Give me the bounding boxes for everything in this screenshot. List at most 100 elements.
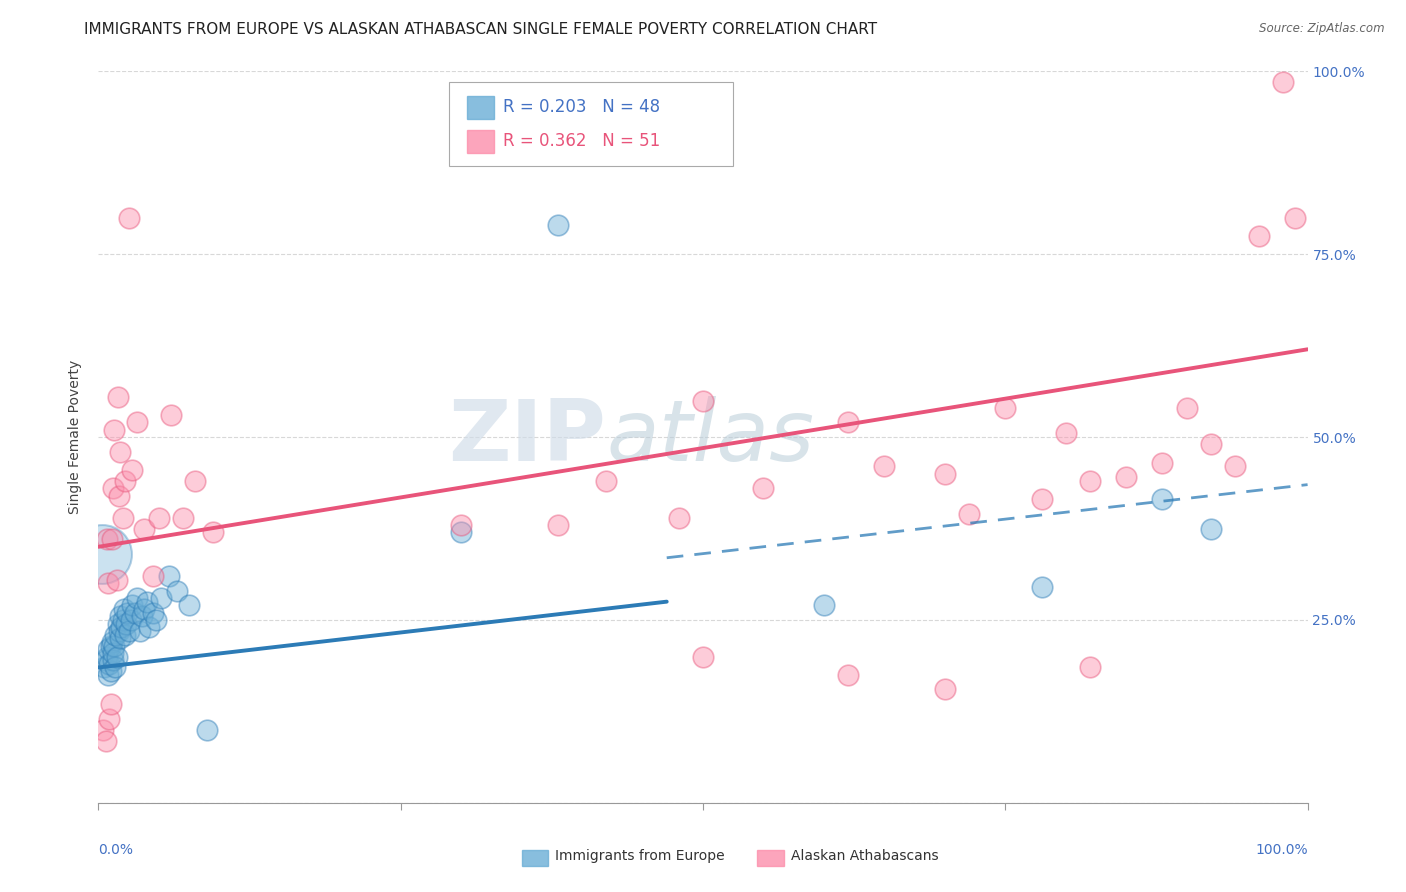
Point — [145, 613, 167, 627]
Point — [1152, 492, 1174, 507]
Point — [692, 649, 714, 664]
Point — [101, 653, 124, 667]
Point — [994, 401, 1017, 415]
Point — [1249, 228, 1271, 243]
Point — [103, 423, 125, 437]
Point — [118, 211, 141, 225]
Point — [450, 517, 472, 532]
Point — [111, 510, 134, 524]
Point — [100, 639, 122, 653]
Point — [837, 416, 859, 430]
Point — [114, 627, 136, 641]
Point — [94, 653, 117, 667]
Point — [135, 594, 157, 608]
Point — [837, 667, 859, 681]
Point — [117, 606, 139, 620]
Point — [107, 390, 129, 404]
Point — [121, 599, 143, 613]
Point — [1152, 456, 1174, 470]
Point — [118, 624, 141, 638]
Point — [91, 547, 114, 561]
Point — [93, 660, 115, 674]
Point — [108, 609, 131, 624]
Point — [105, 649, 128, 664]
Point — [108, 632, 131, 646]
Point — [111, 613, 134, 627]
Point — [142, 606, 165, 620]
FancyBboxPatch shape — [758, 850, 785, 866]
Point — [1284, 211, 1306, 225]
Point — [142, 569, 165, 583]
Point — [134, 521, 156, 535]
Point — [148, 510, 170, 524]
Point — [157, 569, 180, 583]
Point — [91, 723, 114, 737]
Point — [128, 624, 150, 638]
Point — [160, 408, 183, 422]
Point — [94, 733, 117, 747]
Point — [1272, 75, 1295, 89]
Point — [202, 525, 225, 540]
Point — [96, 533, 118, 547]
Text: 100.0%: 100.0% — [1256, 843, 1308, 857]
Text: Alaskan Athabascans: Alaskan Athabascans — [792, 849, 939, 863]
Point — [108, 489, 131, 503]
Point — [97, 642, 120, 657]
Point — [138, 620, 160, 634]
Point — [108, 444, 131, 458]
Point — [96, 649, 118, 664]
Point — [934, 467, 956, 481]
Point — [101, 646, 124, 660]
Y-axis label: Single Female Poverty: Single Female Poverty — [69, 360, 83, 514]
Point — [101, 481, 124, 495]
Point — [115, 616, 138, 631]
Point — [1078, 660, 1101, 674]
Point — [104, 627, 127, 641]
Point — [120, 613, 142, 627]
Point — [105, 573, 128, 587]
Point — [127, 591, 149, 605]
Point — [668, 510, 690, 524]
Point — [98, 712, 121, 726]
Point — [184, 474, 207, 488]
Point — [97, 667, 120, 681]
Point — [100, 697, 122, 711]
Point — [179, 599, 201, 613]
Point — [934, 682, 956, 697]
Text: R = 0.362   N = 51: R = 0.362 N = 51 — [503, 132, 661, 150]
Point — [131, 609, 153, 624]
Point — [547, 517, 569, 532]
Point — [1199, 437, 1222, 451]
Point — [108, 624, 131, 638]
Point — [134, 602, 156, 616]
Text: atlas: atlas — [606, 395, 814, 479]
Text: IMMIGRANTS FROM EUROPE VS ALASKAN ATHABASCAN SINGLE FEMALE POVERTY CORRELATION C: IMMIGRANTS FROM EUROPE VS ALASKAN ATHABA… — [84, 22, 877, 37]
Point — [195, 723, 218, 737]
Text: R = 0.203   N = 48: R = 0.203 N = 48 — [503, 98, 661, 117]
Point — [124, 606, 146, 620]
FancyBboxPatch shape — [467, 129, 494, 153]
Point — [957, 507, 980, 521]
Point — [1199, 521, 1222, 535]
Point — [1223, 459, 1246, 474]
Point — [97, 576, 120, 591]
Point — [127, 416, 149, 430]
Point — [1054, 426, 1077, 441]
Point — [813, 599, 835, 613]
Point — [121, 463, 143, 477]
Point — [103, 639, 125, 653]
Point — [1115, 470, 1137, 484]
Point — [150, 591, 173, 605]
Point — [114, 474, 136, 488]
FancyBboxPatch shape — [522, 850, 548, 866]
FancyBboxPatch shape — [467, 95, 494, 120]
Point — [1031, 580, 1053, 594]
Point — [595, 474, 617, 488]
Point — [100, 635, 122, 649]
Point — [692, 393, 714, 408]
Point — [98, 657, 121, 671]
Point — [1175, 401, 1198, 415]
Point — [1078, 474, 1101, 488]
Point — [450, 525, 472, 540]
Text: 0.0%: 0.0% — [98, 843, 134, 857]
